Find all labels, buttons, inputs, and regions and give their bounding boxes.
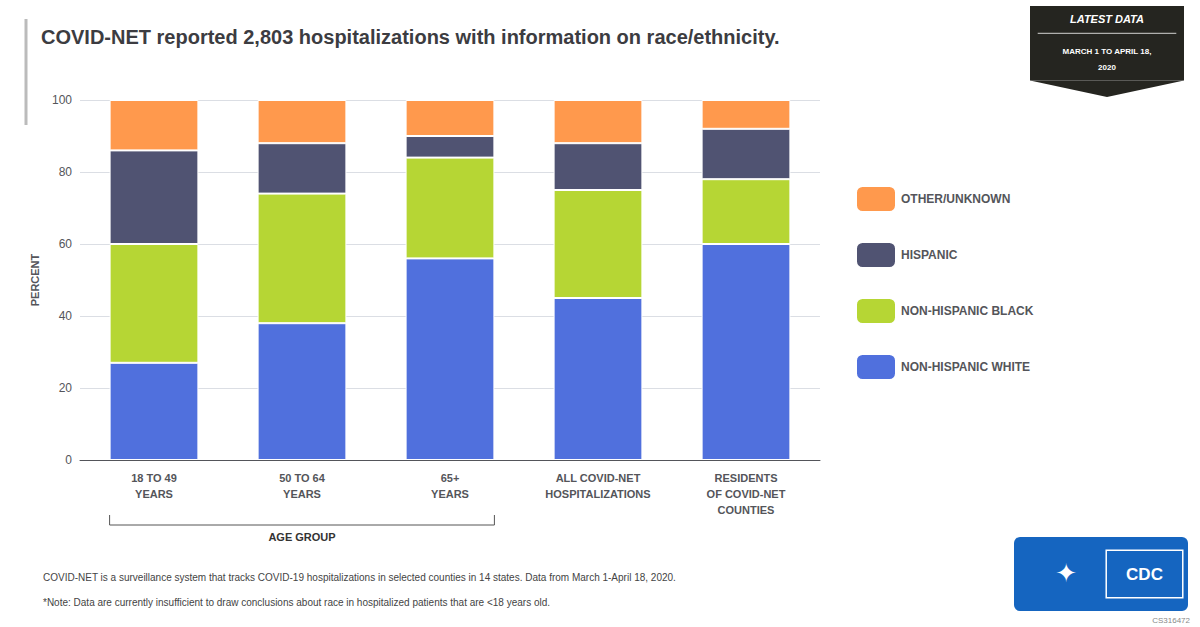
svg-text:18 TO 49: 18 TO 49 — [131, 472, 177, 484]
svg-text:YEARS: YEARS — [431, 488, 469, 500]
svg-text:MARCH 1 TO APRIL 18,: MARCH 1 TO APRIL 18, — [1063, 47, 1152, 56]
svg-text:65+: 65+ — [441, 472, 460, 484]
svg-text:✦: ✦ — [1055, 558, 1077, 588]
svg-text:LATEST DATA: LATEST DATA — [1070, 13, 1144, 25]
svg-text:20: 20 — [59, 381, 73, 395]
svg-text:OF COVID-NET: OF COVID-NET — [707, 488, 786, 500]
svg-text:100: 100 — [52, 93, 72, 107]
svg-text:HISPANIC: HISPANIC — [901, 248, 958, 262]
svg-text:CDC: CDC — [1126, 565, 1163, 584]
svg-text:CS316472: CS316472 — [1152, 616, 1190, 625]
svg-text:ALL COVID-NET: ALL COVID-NET — [556, 472, 641, 484]
svg-text:40: 40 — [59, 309, 73, 323]
svg-text:YEARS: YEARS — [283, 488, 321, 500]
svg-text:YEARS: YEARS — [135, 488, 173, 500]
svg-text:NON-HISPANIC WHITE: NON-HISPANIC WHITE — [901, 360, 1030, 374]
svg-text:HOSPITALIZATIONS: HOSPITALIZATIONS — [545, 488, 650, 500]
svg-text:*Note: Data are currently insu: *Note: Data are currently insufficient t… — [43, 597, 550, 608]
svg-text:2020: 2020 — [1098, 63, 1116, 72]
svg-text:60: 60 — [59, 237, 73, 251]
svg-text:NON-HISPANIC BLACK: NON-HISPANIC BLACK — [901, 304, 1034, 318]
svg-text:PERCENT: PERCENT — [29, 253, 41, 306]
svg-text:COVID-NET reported 2,803 hospi: COVID-NET reported 2,803 hospitalization… — [41, 26, 780, 48]
svg-text:OTHER/UNKNOWN: OTHER/UNKNOWN — [901, 192, 1010, 206]
svg-text:COVID-NET is a surveillance sy: COVID-NET is a surveillance system that … — [43, 572, 676, 583]
svg-text:COUNTIES: COUNTIES — [718, 504, 775, 516]
svg-text:0: 0 — [65, 453, 72, 467]
svg-text:50 TO 64: 50 TO 64 — [279, 472, 326, 484]
svg-text:AGE GROUP: AGE GROUP — [268, 531, 335, 543]
svg-text:80: 80 — [59, 165, 73, 179]
svg-text:RESIDENTS: RESIDENTS — [715, 472, 778, 484]
